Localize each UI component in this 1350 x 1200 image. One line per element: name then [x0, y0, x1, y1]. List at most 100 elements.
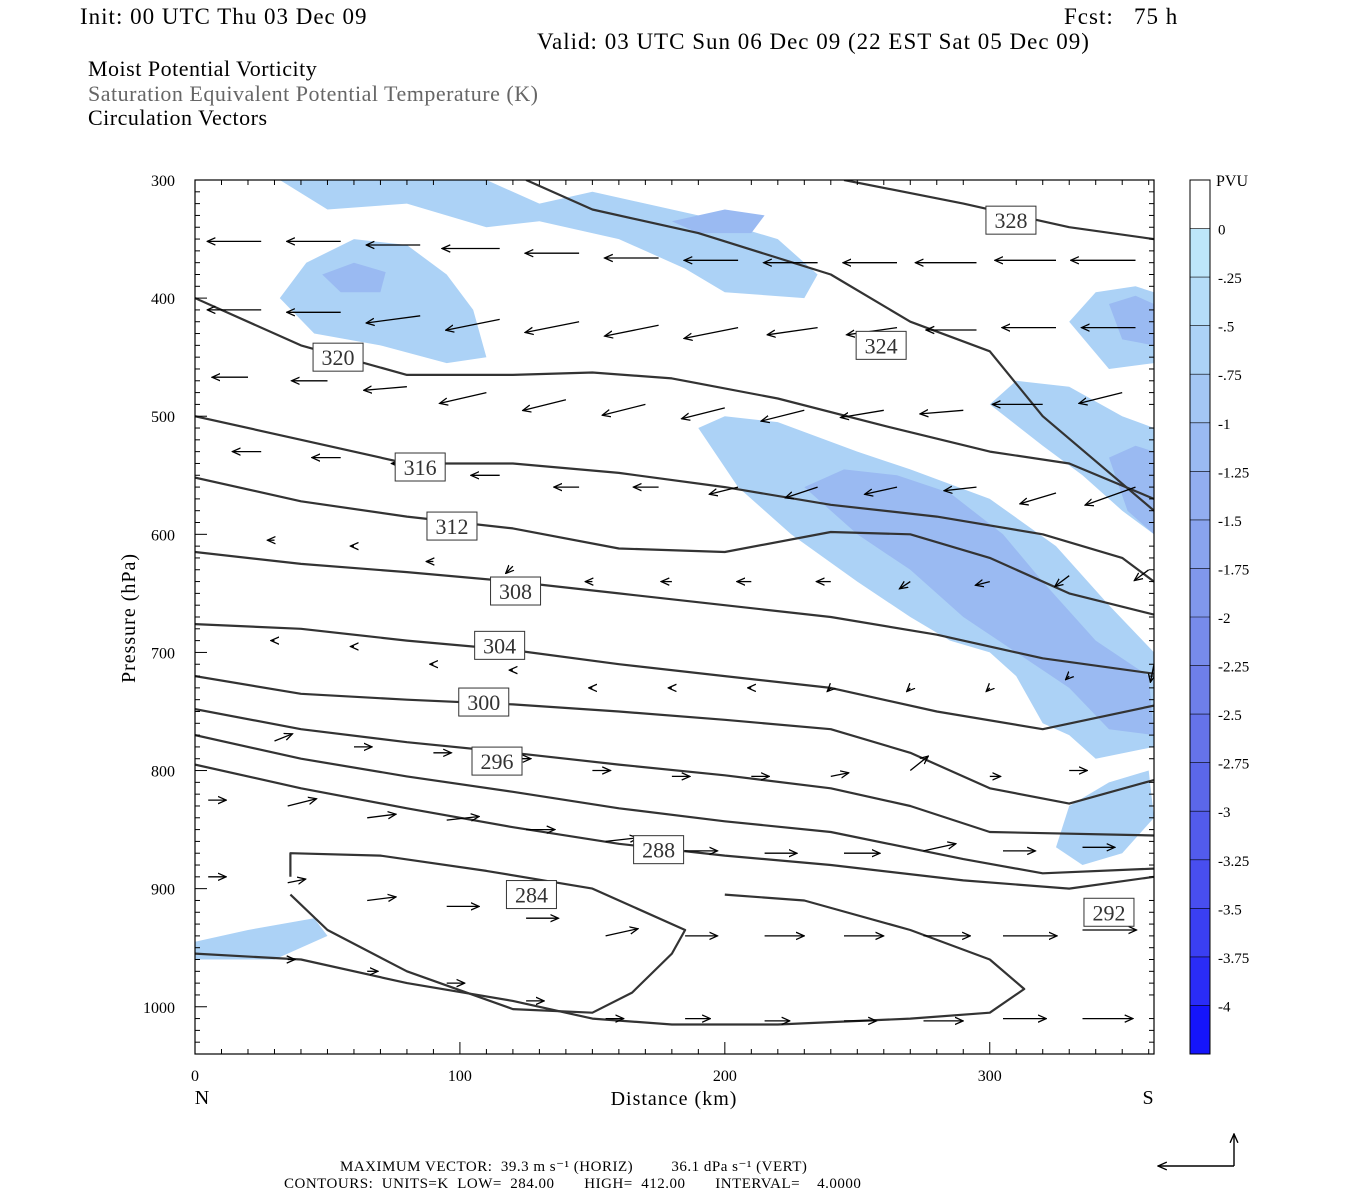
contour-label-box-328 [985, 205, 1037, 235]
forecast-hour: Fcst: 75 h [1064, 4, 1179, 29]
colorbar-swatch [1190, 1005, 1210, 1055]
contour-label-box-312 [426, 511, 478, 541]
contour-labels: 284 288 292 296 300 304 308 312 316 320 324 328 [312, 205, 1135, 927]
circulation-vector [841, 409, 884, 417]
circulation-vector [525, 321, 580, 333]
colorbar-label: -3.5 [1218, 902, 1242, 918]
colorbar-label: -1 [1218, 417, 1231, 433]
pv-region-2 [989, 380, 1154, 535]
y-tick-label-1000: 1000 [143, 1000, 175, 1017]
circulation-vectors [207, 241, 1154, 1021]
field-title-theta-es: Saturation Equivalent Potential Temperat… [88, 81, 539, 106]
x-tick-label-300: 300 [978, 1068, 1002, 1085]
field-title-mpv: Moist Potential Vorticity [88, 56, 318, 81]
y-tick-label-900: 900 [151, 882, 175, 899]
pv-region-4 [279, 180, 818, 299]
isentrope-312-line [195, 476, 1154, 616]
field-title-vectors: Circulation Vectors [88, 105, 268, 130]
y-tick-label-400: 400 [151, 291, 175, 308]
circulation-vector [364, 387, 407, 391]
y-tick-label-300: 300 [151, 173, 175, 190]
pv-region-5 [195, 918, 328, 960]
circulation-vector [761, 409, 805, 421]
pv-region-11 [671, 209, 765, 234]
colorbar-label: -.75 [1218, 368, 1242, 384]
isentrope-288-line [195, 763, 1154, 890]
circulation-vector [274, 734, 293, 742]
colorbar-swatch [1190, 762, 1210, 812]
colorbar-swatch [1190, 471, 1210, 521]
circulation-vector [287, 879, 306, 883]
circulation-vector [923, 844, 956, 852]
colorbar-label: -2.75 [1218, 757, 1249, 773]
circulation-vector [523, 399, 567, 411]
contour-label-292: 292 [1092, 900, 1125, 925]
contour-label-box-304 [474, 630, 526, 660]
circulation-vector [1079, 391, 1123, 404]
colorbar-label: -3.75 [1218, 951, 1249, 967]
axis-ticks: 300 400 500 600 700 800 900 1000 0 100 200 300 [143, 173, 1154, 1085]
north-label: N [195, 1087, 209, 1109]
pv-region-6 [1056, 770, 1154, 865]
init-time: Init: 00 UTC Thu 03 Dec 09 [80, 4, 368, 29]
contour-label-300: 300 [467, 690, 500, 715]
circulation-vector [682, 407, 725, 419]
circulation-vector [909, 756, 928, 772]
circulation-vector [602, 403, 646, 415]
circulation-vector [1134, 569, 1150, 581]
circulation-vector [366, 315, 421, 323]
contour-label-312: 312 [435, 514, 468, 539]
colorbar-swatch [1190, 180, 1210, 230]
colorbar-label: 0 [1218, 223, 1226, 239]
isentrope-324-line [525, 180, 1154, 512]
isentrope-contours [195, 180, 1154, 1026]
x-axis-title: Distance (km) [611, 1088, 738, 1110]
contour-label-box-296 [471, 746, 523, 776]
colorbar-swatch [1190, 228, 1210, 278]
circulation-vector [440, 391, 487, 404]
circulation-vector [907, 688, 911, 692]
circulation-vector [920, 410, 964, 414]
y-axis-title: Pressure (hPa) [118, 553, 140, 683]
circulation-vector [975, 582, 990, 586]
isentrope-316-line [195, 415, 1154, 583]
circulation-vector [900, 582, 911, 589]
isentrope-304-line [195, 623, 1154, 731]
isentrope-296-line [195, 708, 1154, 837]
valid-time: Valid: 03 UTC Sun 06 Dec 09 (22 EST Sat … [537, 29, 1090, 54]
colorbar-swatch [1190, 956, 1210, 1006]
colorbar-swatch [1190, 859, 1210, 909]
colorbar-swatch [1190, 908, 1210, 958]
colorbar-label: -1.25 [1218, 465, 1249, 481]
pv-colorbar: 0 -.25 -.5 -.75 -1 -1.25 -1.5 -1.75 -2 -2.25 -2.5 -… [1189, 179, 1249, 1055]
contour-label-324: 324 [865, 333, 898, 358]
isentrope-320-line [195, 297, 1154, 500]
x-tick-label-0: 0 [191, 1068, 199, 1085]
colorbar-swatch [1190, 714, 1210, 764]
pv-region-7 [804, 469, 1154, 736]
circulation-vector [865, 486, 898, 494]
isentrope-284-line [289, 852, 687, 1014]
contour-label-328: 328 [994, 208, 1027, 233]
pv-region-0 [279, 239, 487, 364]
max-vector-note: MAXIMUM VECTOR: 39.3 m s⁻¹ (HORIZ) 36.1 … [340, 1159, 808, 1175]
contour-label-296: 296 [481, 749, 514, 774]
colorbar-swatch [1190, 374, 1210, 424]
contour-info: CONTOURS: UNITS=K LOW= 284.00 HIGH= 412.… [284, 1176, 862, 1192]
colorbar-label: -1.75 [1218, 562, 1249, 578]
circulation-vector [605, 838, 638, 842]
colorbar-swatch [1190, 665, 1210, 715]
contour-label-box-308 [490, 576, 542, 606]
x-tick-label-100: 100 [448, 1068, 472, 1085]
contour-label-288: 288 [642, 838, 675, 863]
circulation-vector [1085, 486, 1136, 505]
circulation-vector [944, 487, 977, 491]
colorbar-label: -3 [1218, 805, 1231, 821]
contour-label-box-292 [1083, 897, 1135, 927]
circulation-vector [827, 688, 831, 692]
contour-label-316: 316 [404, 455, 437, 480]
colorbar-swatch [1190, 519, 1210, 569]
circulation-vector [605, 929, 638, 937]
circulation-vector [767, 326, 818, 335]
